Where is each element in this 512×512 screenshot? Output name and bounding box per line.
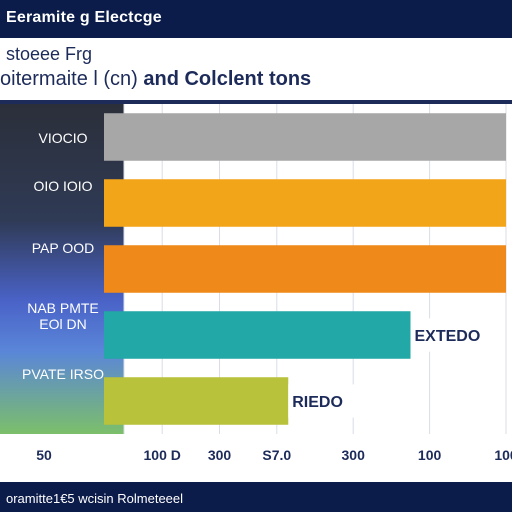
category-label-2: OIO IOIO: [33, 178, 93, 194]
footer-bar: oramitte1€5 wcisin Rolmeteeel: [0, 482, 512, 512]
bar-2: [104, 179, 506, 227]
app-title: Eeramite g Electcge: [6, 9, 162, 26]
category-label-4: NAB PMTE EOl DN: [27, 300, 99, 332]
footer-caption: oramitte1€5 wcisin Rolmeteeel: [6, 491, 184, 506]
chart-header: stoeee Frg oitermaite l (cn) and Colclen…: [0, 38, 512, 100]
header-divider: [0, 100, 512, 104]
category-label-1: VIOCIO: [38, 130, 88, 146]
top-title-bar: Eeramite g Electcge: [0, 0, 512, 38]
bar-4: [104, 311, 411, 359]
category-label-5: PVATE IRSO: [22, 366, 104, 382]
chart-headline-left: oitermaite l (cn): [0, 68, 138, 90]
x-tick-label-2: 100 D: [144, 447, 181, 463]
x-tick-label-7: 100: [494, 447, 512, 463]
x-tick-label-5: 300: [342, 447, 366, 463]
x-tick-label-1: 50: [36, 447, 52, 463]
data-label-4: EXTEDO: [415, 328, 481, 345]
chart-headline: oitermaite l (cn) and Colclent tons: [0, 68, 311, 91]
bar-5: [104, 377, 289, 425]
category-panel: VIOCIO OIO IOIO PAP OOD NAB PMTE EOl DN …: [0, 104, 124, 434]
x-tick-label-6: 100: [418, 447, 442, 463]
x-tick-label-3: 300: [208, 447, 232, 463]
bar-3: [104, 245, 506, 293]
chart-headline-right: and Colclent tons: [143, 68, 312, 90]
bar-1: [104, 113, 506, 161]
x-tick-label-4: S7.0: [262, 447, 291, 463]
chart-subtitle: stoeee Frg: [6, 44, 93, 64]
data-label-box-4: [410, 318, 495, 352]
data-label-box-5: [288, 384, 373, 418]
data-label-5: RIEDO: [292, 394, 343, 411]
bar-chart: EXTEDO RIEDO 50 100 D 300 S7.0 300 100 100: [36, 104, 512, 463]
category-label-3: PAP OOD: [31, 240, 95, 256]
